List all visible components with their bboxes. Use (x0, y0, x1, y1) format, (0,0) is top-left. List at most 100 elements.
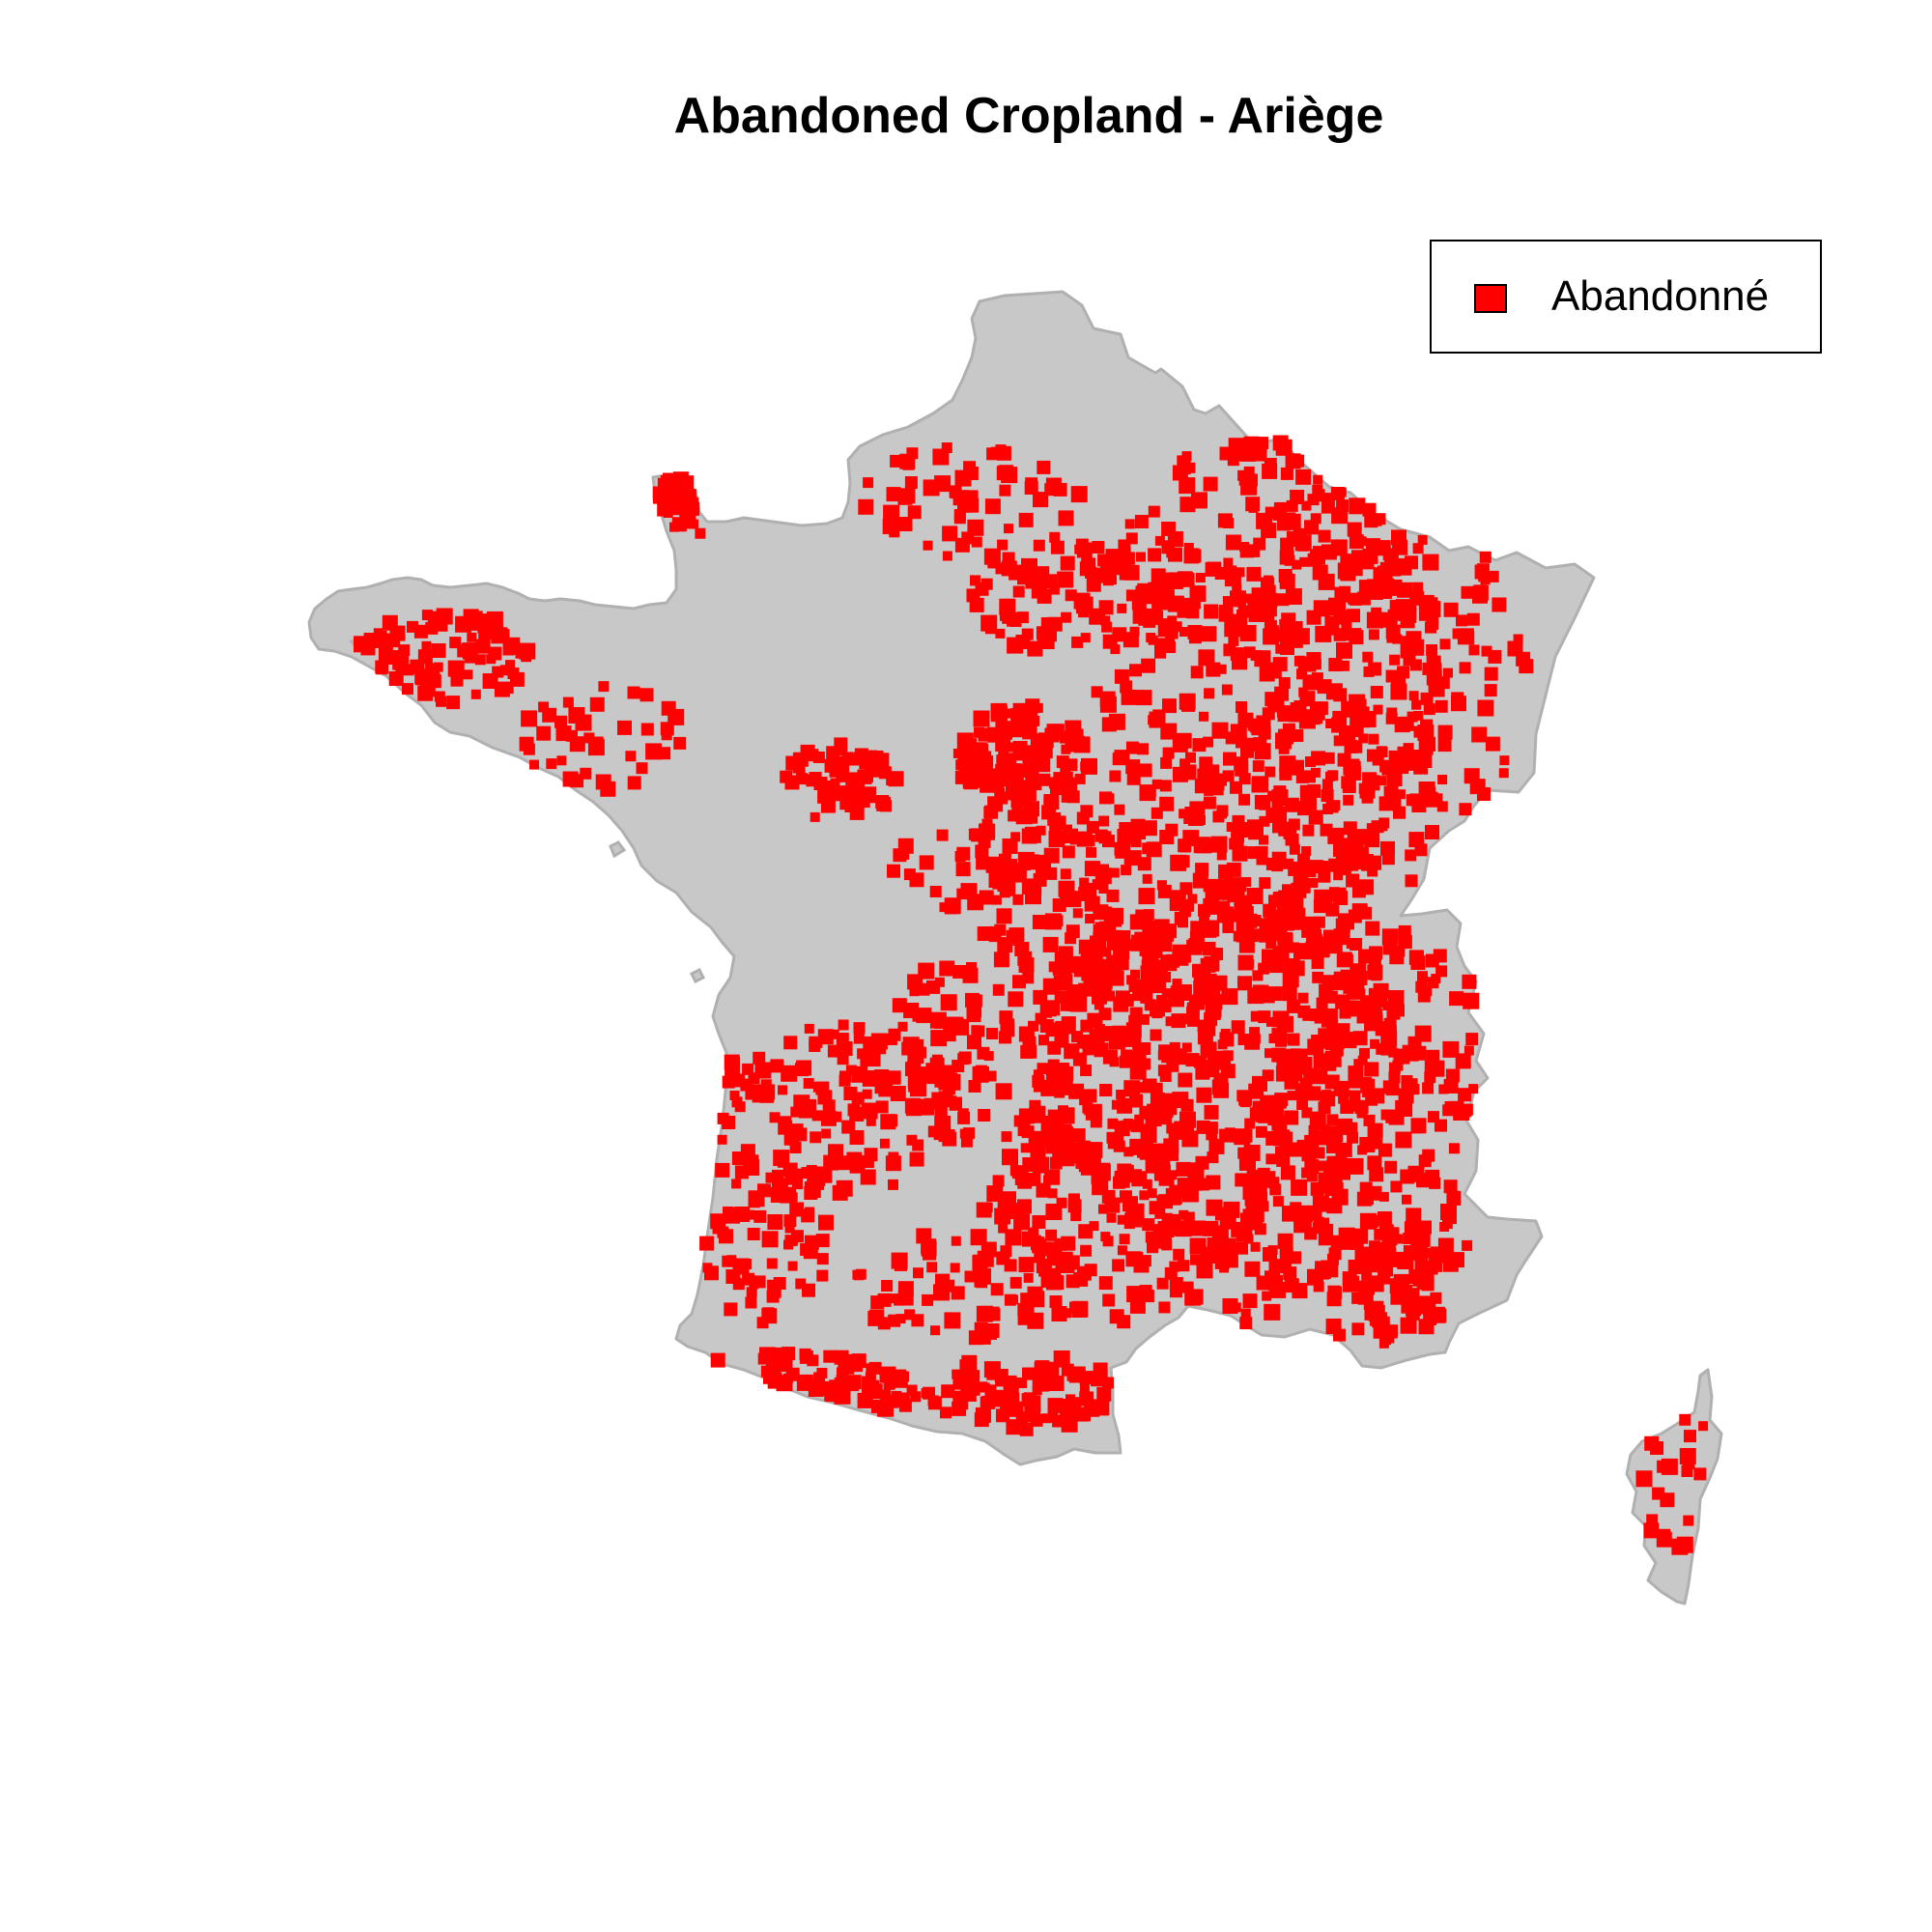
cropland-marker (1296, 1048, 1308, 1060)
cropland-marker (1129, 626, 1140, 637)
cropland-marker (562, 771, 579, 787)
cropland-marker (1091, 686, 1103, 698)
island-shape (609, 840, 627, 859)
cropland-marker (1478, 572, 1489, 582)
cropland-marker (785, 755, 801, 771)
cropland-marker (1321, 1267, 1331, 1279)
cropland-marker (1107, 1118, 1119, 1129)
cropland-marker (1002, 721, 1017, 736)
cropland-marker (1122, 632, 1139, 648)
cropland-marker (1164, 1213, 1180, 1231)
cropland-marker (945, 901, 958, 915)
cropland-marker (1395, 1131, 1412, 1149)
cropland-marker (732, 1278, 745, 1291)
cropland-marker (1369, 946, 1383, 960)
cropland-marker (1262, 1291, 1272, 1301)
cropland-marker (1050, 783, 1062, 795)
cropland-marker (1094, 1164, 1111, 1181)
cropland-marker (1047, 1398, 1064, 1414)
cropland-marker (1280, 640, 1294, 655)
cropland-marker (1308, 1124, 1320, 1136)
cropland-marker (1301, 500, 1312, 511)
cropland-marker (1293, 916, 1308, 930)
cropland-marker (1155, 589, 1167, 601)
cropland-marker (466, 651, 477, 663)
cropland-marker (790, 1106, 802, 1118)
cropland-marker (1290, 490, 1305, 504)
cropland-marker (1191, 585, 1202, 597)
cropland-marker (1348, 1260, 1363, 1274)
cropland-marker (1292, 1283, 1308, 1299)
cropland-marker (897, 517, 913, 531)
cropland-marker (1005, 1229, 1022, 1246)
cropland-marker (862, 770, 873, 782)
cropland-marker (1371, 970, 1382, 981)
cropland-marker (1039, 1006, 1052, 1018)
cropland-marker (1049, 1156, 1063, 1170)
cropland-marker (1061, 744, 1071, 754)
cropland-marker (1471, 726, 1488, 743)
cropland-marker (1301, 1107, 1313, 1119)
cropland-marker (1233, 822, 1249, 838)
cropland-marker (889, 526, 900, 538)
cropland-marker (1282, 986, 1297, 1002)
cropland-marker (1047, 1188, 1058, 1199)
cropland-marker (497, 629, 510, 641)
cropland-marker (909, 1151, 924, 1167)
cropland-marker (617, 720, 632, 735)
cropland-marker (1071, 636, 1084, 648)
cropland-marker (1231, 1020, 1245, 1035)
cropland-marker (1203, 1060, 1220, 1076)
cropland-marker (1338, 660, 1350, 671)
cropland-marker (1244, 1261, 1261, 1277)
cropland-marker (1318, 861, 1329, 871)
cropland-marker (1079, 877, 1090, 888)
cropland-marker (1034, 1130, 1051, 1148)
cropland-marker (952, 749, 963, 758)
cropland-marker (1359, 1212, 1377, 1230)
cropland-marker (1308, 878, 1319, 888)
cropland-marker (943, 1016, 960, 1034)
cropland-marker (1306, 652, 1321, 667)
cropland-marker (996, 1408, 1009, 1423)
cropland-marker (1199, 711, 1208, 722)
cropland-marker (1285, 835, 1296, 846)
cropland-marker (1190, 1254, 1201, 1265)
cropland-marker (1368, 629, 1379, 640)
cropland-marker (1452, 628, 1463, 639)
cropland-marker (1173, 1248, 1185, 1261)
cropland-marker (894, 1293, 906, 1306)
cropland-marker (1028, 1020, 1038, 1032)
cropland-marker (1253, 537, 1266, 551)
cropland-marker (1303, 770, 1316, 783)
cropland-marker (1264, 766, 1276, 778)
cropland-marker (846, 1355, 863, 1373)
cropland-marker (817, 1029, 834, 1045)
cropland-marker (967, 1035, 981, 1050)
cropland-marker (845, 1378, 859, 1392)
cropland-marker (853, 1033, 865, 1044)
cropland-marker (1306, 928, 1322, 945)
cropland-marker (1324, 615, 1340, 631)
cropland-marker (542, 707, 557, 723)
cropland-marker (1437, 724, 1453, 740)
cropland-marker (1383, 785, 1399, 801)
cropland-marker (1367, 1155, 1382, 1171)
cropland-marker (1223, 877, 1236, 890)
cropland-marker (1325, 683, 1343, 700)
cropland-marker (1154, 535, 1165, 546)
map-title: Abandoned Cropland - Ariège (673, 88, 1384, 144)
cropland-marker (1252, 760, 1264, 773)
cropland-marker (1010, 832, 1021, 842)
cropland-marker (1061, 1016, 1076, 1032)
cropland-marker (1357, 1145, 1368, 1155)
cropland-marker (1131, 1171, 1148, 1187)
cropland-marker (1426, 644, 1438, 656)
cropland-marker (1289, 843, 1300, 855)
cropland-marker (1431, 974, 1441, 984)
cropland-marker (1125, 741, 1139, 754)
cropland-marker (1190, 921, 1205, 935)
cropland-marker (966, 1008, 981, 1023)
cropland-marker (938, 1132, 949, 1143)
cropland-marker (1299, 556, 1310, 567)
